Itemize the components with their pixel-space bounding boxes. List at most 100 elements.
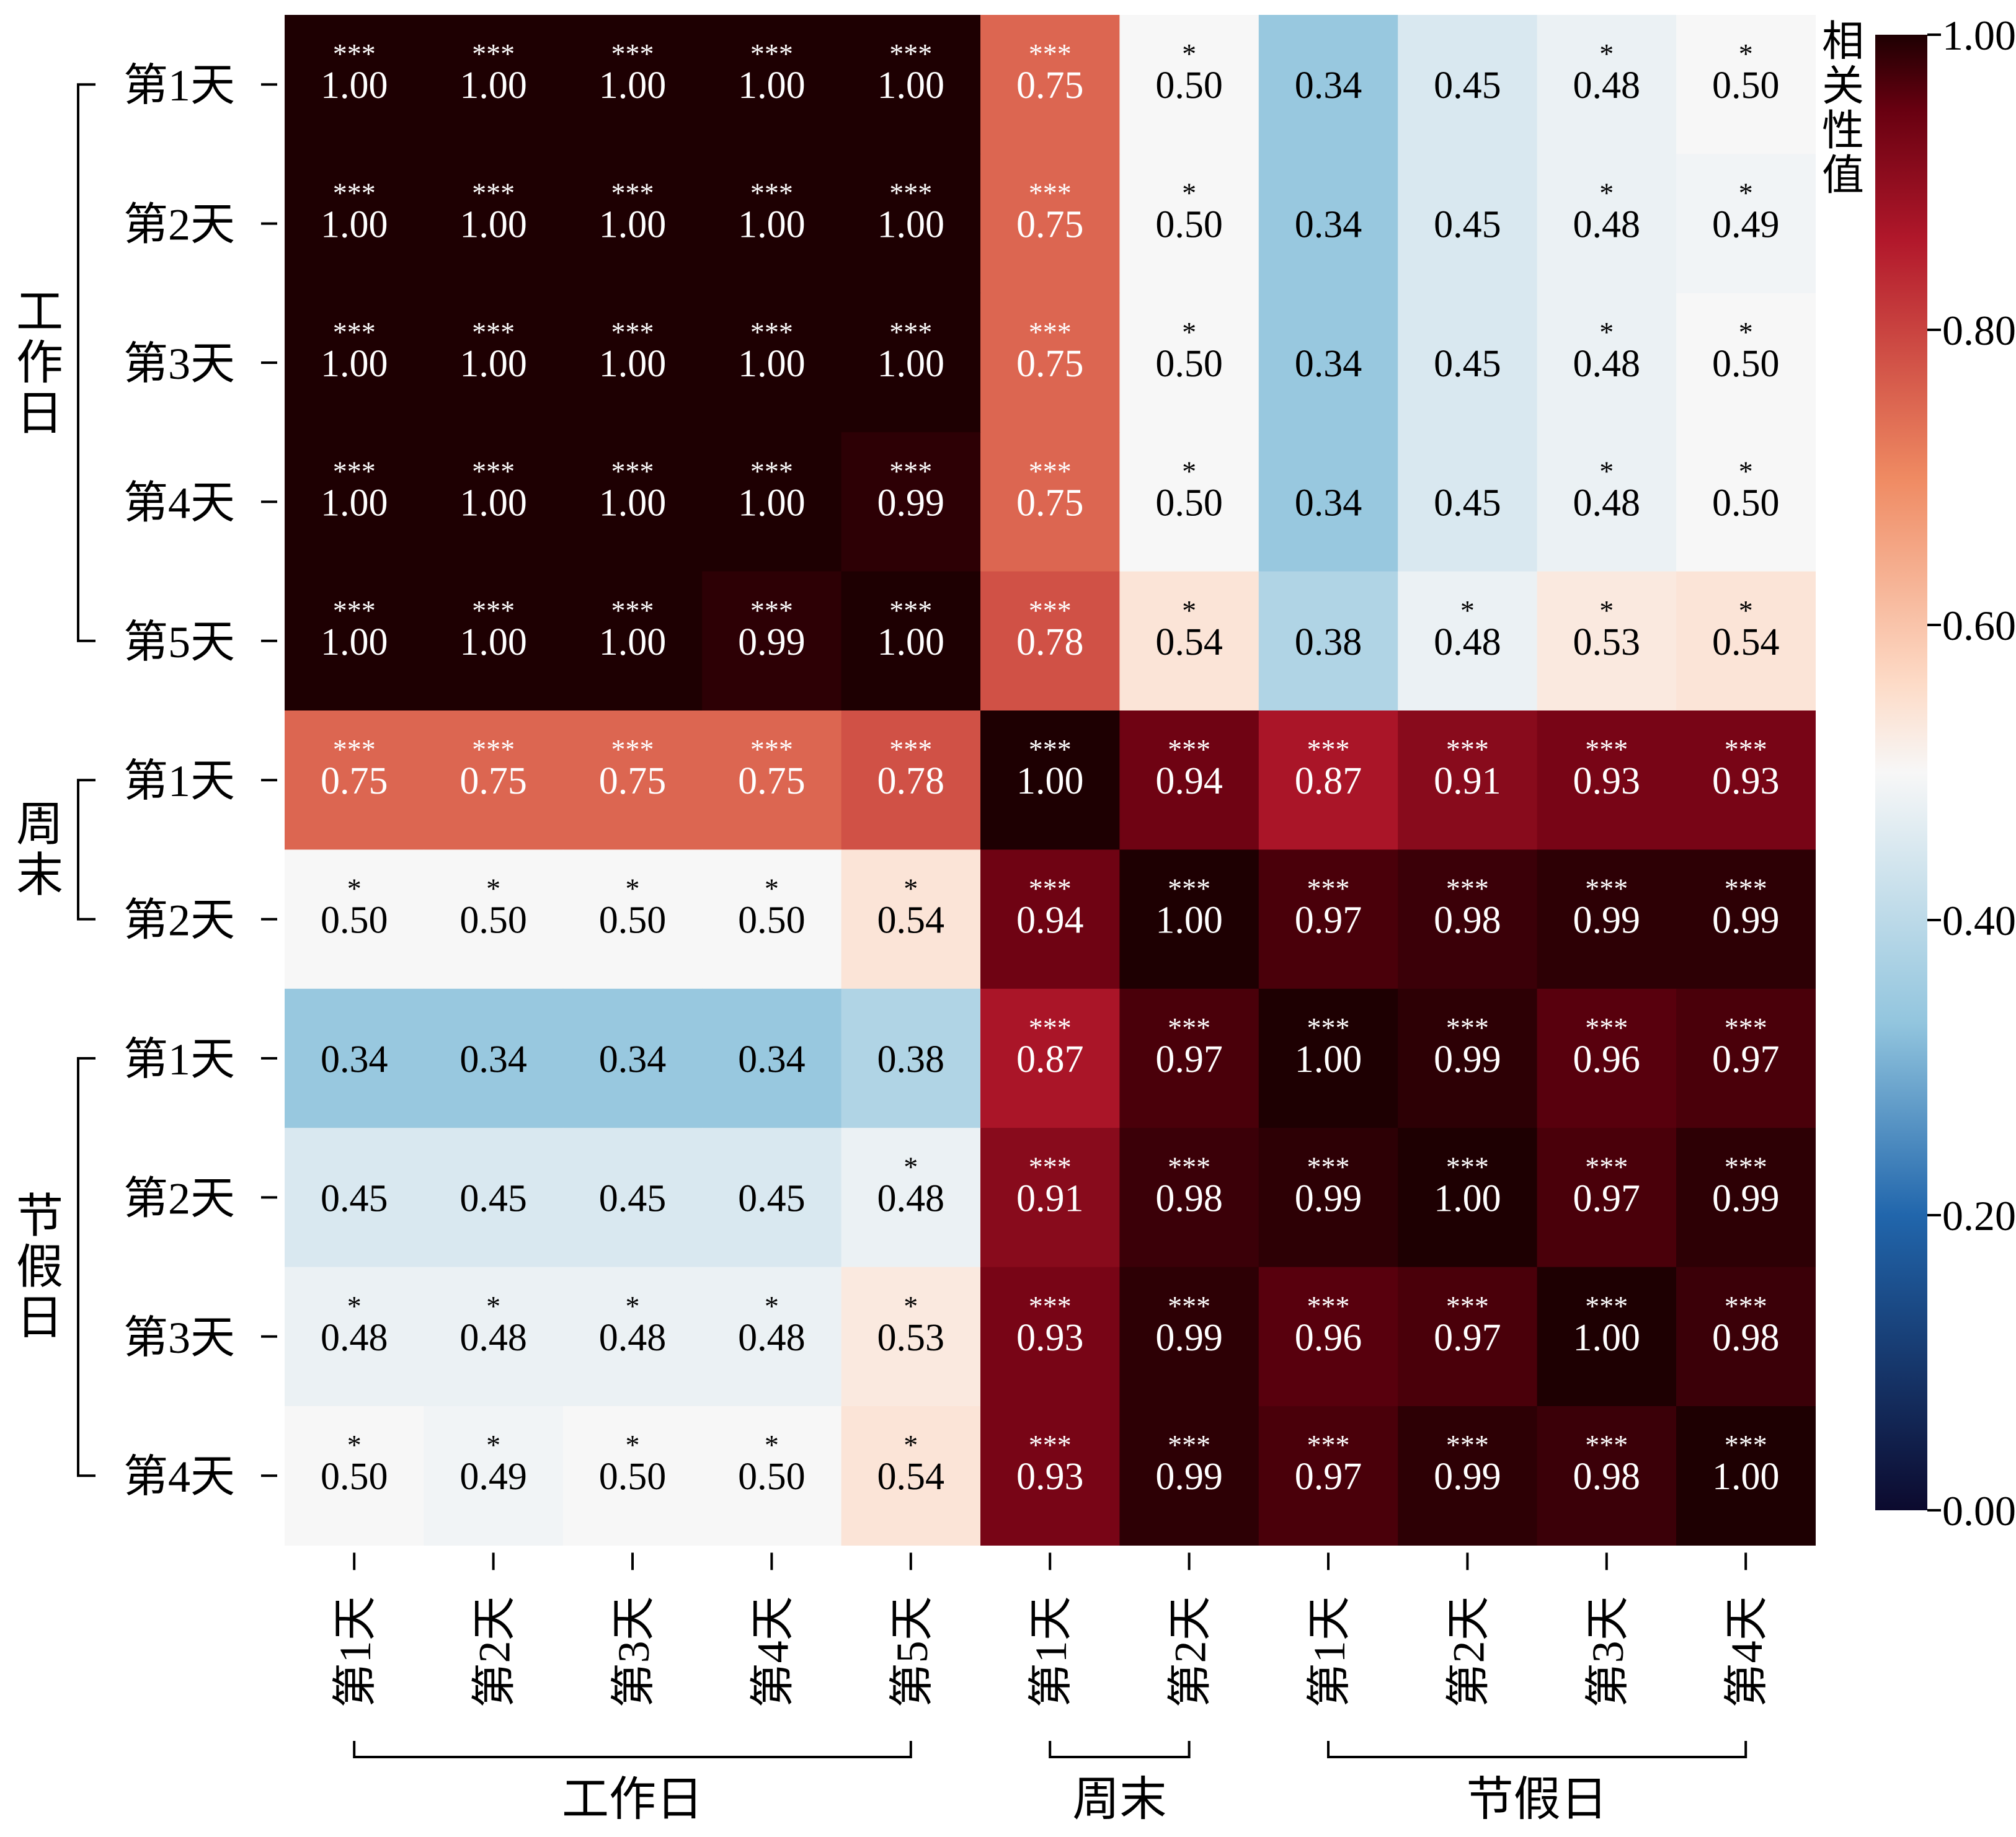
heatmap-cell bbox=[424, 1128, 564, 1268]
significance-marker: *** bbox=[1725, 873, 1767, 905]
heatmap-cell bbox=[1398, 988, 1538, 1128]
row-group-label: 节假日 bbox=[16, 1191, 63, 1345]
heatmap-cell bbox=[562, 1128, 703, 1268]
significance-marker: * bbox=[1182, 455, 1196, 487]
significance-marker: *** bbox=[1307, 1290, 1350, 1322]
heatmap-cell bbox=[1398, 1406, 1538, 1546]
cell-value-label: 0.34 bbox=[738, 1038, 806, 1081]
significance-marker: *** bbox=[472, 733, 515, 765]
significance-marker: * bbox=[626, 1290, 640, 1322]
cell-value-label: 0.75 bbox=[1016, 343, 1084, 385]
heatmap-cell bbox=[1537, 1128, 1677, 1268]
column-group-bracket bbox=[353, 1741, 912, 1758]
vertical-label-char: 工 bbox=[16, 286, 63, 339]
column-tick-label: 第3天 bbox=[1583, 1596, 1633, 1707]
heatmap-cell bbox=[1258, 293, 1398, 433]
heatmap-cell bbox=[1676, 571, 1816, 711]
row-tick-label: 第1天 bbox=[123, 1035, 235, 1084]
cell-value-label: 0.50 bbox=[1712, 64, 1780, 107]
cell-value-label: 1.00 bbox=[321, 204, 388, 246]
cell-value-label: 0.78 bbox=[1016, 621, 1084, 663]
heatmap-cell bbox=[702, 1128, 842, 1268]
cell-value-label: 0.53 bbox=[877, 1317, 945, 1359]
significance-marker: *** bbox=[1168, 873, 1210, 905]
cell-value-label: 1.00 bbox=[738, 343, 806, 385]
heatmap-cell bbox=[562, 849, 703, 989]
cell-value-label: 0.98 bbox=[1712, 1317, 1780, 1359]
cell-value-label: 1.00 bbox=[877, 621, 945, 663]
heatmap-cell bbox=[1676, 432, 1816, 572]
heatmap-cell bbox=[1119, 710, 1259, 850]
cell-value-label: 0.94 bbox=[1155, 760, 1223, 802]
heatmap-cell bbox=[841, 1128, 981, 1268]
heatmap-cell bbox=[285, 988, 424, 1128]
column-tick-label: 第5天 bbox=[887, 1596, 937, 1707]
cell-value-label: 0.75 bbox=[738, 760, 806, 802]
heatmap-cell bbox=[285, 1128, 424, 1268]
row-tick-label: 第2天 bbox=[123, 200, 235, 250]
heatmap-cell bbox=[702, 15, 842, 154]
heatmap-cell bbox=[841, 710, 981, 850]
significance-marker: * bbox=[626, 873, 640, 905]
heatmap-cell bbox=[702, 571, 842, 711]
heatmap-cell bbox=[424, 710, 564, 850]
colorbar-tick-label: 0.60 bbox=[1942, 602, 2016, 649]
cell-value-label: 0.97 bbox=[1295, 900, 1362, 942]
significance-marker: *** bbox=[750, 455, 793, 487]
heatmap-cell bbox=[562, 710, 703, 850]
heatmap-cell bbox=[980, 15, 1120, 154]
heatmap-cell bbox=[1398, 15, 1538, 154]
cell-value-label: 0.54 bbox=[1712, 621, 1780, 663]
significance-marker: *** bbox=[1446, 1012, 1489, 1043]
cell-value-label: 1.00 bbox=[1016, 760, 1084, 802]
cell-value-label: 0.99 bbox=[1155, 1456, 1223, 1498]
heatmap-cell bbox=[1676, 293, 1816, 433]
significance-marker: * bbox=[904, 873, 918, 905]
cell-value-label: 0.50 bbox=[1155, 64, 1223, 107]
significance-marker: *** bbox=[1446, 1151, 1489, 1182]
heatmap-cell bbox=[980, 849, 1120, 989]
colorbar-tick-label: 0.20 bbox=[1942, 1192, 2016, 1239]
column-tick-label: 第4天 bbox=[748, 1596, 797, 1707]
cell-value-label: 0.98 bbox=[1434, 900, 1501, 942]
heatmap-cell bbox=[1676, 1267, 1816, 1407]
significance-marker: *** bbox=[611, 733, 654, 765]
cell-value-label: 0.38 bbox=[1295, 621, 1362, 663]
cell-value-label: 0.48 bbox=[460, 1317, 527, 1359]
heatmap-cell bbox=[1676, 1406, 1816, 1546]
heatmap-cell bbox=[1537, 15, 1677, 154]
significance-marker: * bbox=[1739, 595, 1753, 626]
cell-value-label: 0.50 bbox=[1712, 343, 1780, 385]
vertical-label-char: 假 bbox=[16, 1242, 63, 1294]
heatmap-cell bbox=[285, 1406, 424, 1546]
significance-marker: *** bbox=[333, 733, 376, 765]
heatmap-cell bbox=[702, 432, 842, 572]
vertical-label-char: 日 bbox=[16, 388, 63, 440]
row-tick-label: 第5天 bbox=[123, 617, 235, 667]
column-tick-label: 第1天 bbox=[1026, 1596, 1076, 1707]
heatmap-cell bbox=[1119, 1267, 1259, 1407]
cell-value-label: 0.45 bbox=[460, 1177, 527, 1220]
cell-value-label: 0.45 bbox=[1434, 204, 1501, 246]
significance-marker: * bbox=[486, 1290, 500, 1322]
cell-value-label: 1.00 bbox=[321, 64, 388, 107]
cell-value-label: 0.93 bbox=[1016, 1456, 1084, 1498]
significance-marker: *** bbox=[1029, 177, 1072, 209]
cell-value-label: 0.87 bbox=[1295, 760, 1362, 802]
cell-value-label: 0.34 bbox=[321, 1038, 388, 1081]
heatmap-cell bbox=[1676, 849, 1816, 989]
heatmap-cell bbox=[1119, 154, 1259, 294]
significance-marker: *** bbox=[1585, 1290, 1628, 1322]
cell-value-label: 0.78 bbox=[877, 760, 945, 802]
significance-marker: *** bbox=[1725, 1012, 1767, 1043]
heatmap-cell bbox=[562, 1406, 703, 1546]
heatmap-cell bbox=[980, 293, 1120, 433]
significance-marker: * bbox=[1739, 455, 1753, 487]
heatmap-cell bbox=[1537, 710, 1677, 850]
cell-value-label: 0.99 bbox=[1155, 1317, 1223, 1359]
significance-marker: * bbox=[1599, 595, 1614, 626]
heatmap-cell bbox=[1398, 710, 1538, 850]
significance-marker: *** bbox=[1029, 595, 1072, 626]
significance-marker: * bbox=[1739, 316, 1753, 348]
